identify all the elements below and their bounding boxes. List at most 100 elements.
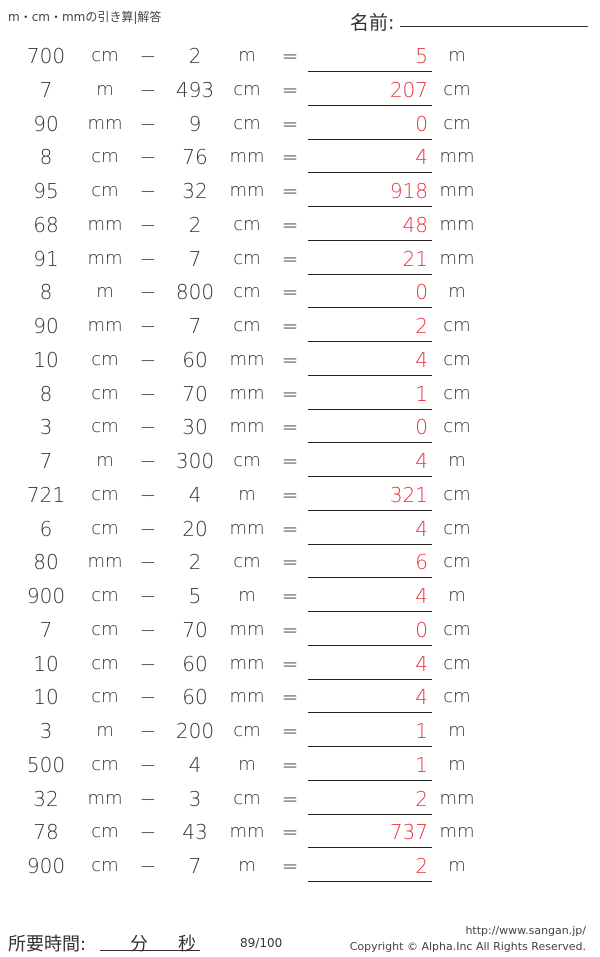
answer-line [308, 509, 432, 511]
minus-sign: − [139, 415, 157, 440]
answer: 737 [389, 820, 428, 845]
subtrahend-unit: mm [229, 180, 265, 201]
minus-sign: − [139, 651, 157, 676]
problem-row: 80 mm 2 cm 6 cm − = [0, 547, 600, 579]
answer-line [308, 476, 432, 477]
minuend-unit: cm [91, 517, 119, 539]
subtrahend: 43 [182, 820, 208, 845]
problem-row: 500 cm 4 m 1 m − = [0, 750, 600, 781]
minus-sign: − [139, 314, 157, 338]
answer-line [308, 307, 432, 309]
minuend: 3 [39, 415, 53, 440]
time-field[interactable] [100, 950, 200, 951]
minuend-unit: cm [91, 180, 119, 201]
subtrahend: 2 [188, 44, 202, 68]
equals-sign: = [281, 381, 299, 406]
answer: 1 [415, 381, 428, 406]
minus-sign: − [139, 44, 157, 68]
minus-sign: − [139, 752, 157, 777]
minuend-unit: cm [91, 348, 119, 370]
answer-unit: m [448, 45, 466, 66]
minuend-unit: mm [87, 315, 123, 336]
minus-sign: − [139, 854, 157, 878]
answer: 0 [415, 415, 428, 440]
answer-line [308, 678, 432, 680]
problem-row: 91 mm 7 cm 21 mm − = [0, 244, 600, 275]
minuend: 700 [26, 44, 66, 68]
answer-unit: cm [443, 517, 471, 539]
answer-unit: cm [443, 348, 471, 370]
answer-line [308, 813, 432, 815]
answer: 4 [415, 685, 428, 710]
subtrahend: 4 [188, 482, 202, 507]
subtrahend-unit: m [238, 585, 256, 606]
copyright: Copyright © Alpha.Inc All Rights Reserve… [349, 940, 586, 953]
problem-row: 900 cm 5 m 4 m − = [0, 581, 600, 612]
answer: 321 [389, 482, 428, 507]
minus-sign: − [139, 449, 157, 473]
answer: 1 [415, 719, 428, 743]
minuend-unit: cm [91, 855, 119, 876]
minus-sign: − [139, 719, 157, 743]
problem-row: 10 cm 60 mm 4 cm − = [0, 345, 600, 376]
subtrahend: 7 [188, 246, 202, 271]
minus-sign: − [139, 617, 157, 642]
minuend: 90 [33, 314, 59, 338]
equals-sign: = [281, 516, 299, 541]
subtrahend-unit: cm [233, 247, 261, 269]
minuend: 721 [26, 482, 66, 507]
answer-unit: mm [439, 180, 475, 201]
minuend: 8 [39, 145, 53, 170]
subtrahend: 2 [188, 550, 202, 575]
answer: 21 [402, 246, 428, 271]
answer: 4 [415, 584, 428, 608]
minuend-unit: cm [91, 821, 119, 843]
answer: 4 [415, 449, 428, 473]
answer-unit: cm [443, 382, 471, 404]
answer: 207 [389, 77, 428, 102]
equals-sign: = [281, 179, 299, 203]
answer-line [308, 71, 432, 72]
subtrahend: 300 [175, 449, 215, 473]
subtrahend-unit: mm [229, 821, 265, 843]
minuend-unit: cm [91, 686, 119, 708]
minus-sign: − [139, 280, 157, 305]
minuend: 7 [39, 77, 53, 102]
minuend-unit: cm [91, 753, 119, 775]
answer: 2 [415, 314, 428, 338]
answer: 4 [415, 145, 428, 170]
site-url[interactable]: http://www.sangan.jp/ [465, 924, 586, 937]
minuend-unit: m [96, 78, 114, 100]
minuend-unit: cm [91, 585, 119, 606]
subtrahend: 200 [175, 719, 215, 743]
answer-line [308, 341, 432, 342]
minuend: 78 [33, 820, 59, 845]
equals-sign: = [281, 111, 299, 136]
minuend: 6 [39, 516, 53, 541]
answer-unit: m [448, 753, 466, 775]
minuend: 90 [33, 111, 59, 136]
minus-sign: − [139, 786, 157, 811]
name-field[interactable] [400, 26, 588, 27]
answer-line [308, 746, 432, 747]
problem-row: 8 cm 76 mm 4 mm − = [0, 142, 600, 174]
subtrahend-unit: m [238, 45, 256, 66]
minuend-unit: m [96, 450, 114, 471]
minuend-unit: cm [91, 652, 119, 674]
problem-row: 10 cm 60 mm 4 cm − = [0, 682, 600, 714]
minuend: 8 [39, 381, 53, 406]
name-label: 名前: [350, 12, 395, 34]
answer-unit: m [448, 281, 466, 303]
subtrahend-unit: mm [229, 618, 265, 640]
answer-unit: cm [443, 686, 471, 708]
minuend: 68 [33, 212, 59, 237]
equals-sign: = [281, 752, 299, 777]
subtrahend: 60 [182, 347, 208, 372]
problem-row: 7 cm 70 mm 0 cm − = [0, 615, 600, 646]
answer-line [308, 712, 432, 714]
subtrahend-unit: cm [233, 78, 261, 100]
equals-sign: = [281, 145, 299, 170]
answer: 4 [415, 347, 428, 372]
problem-row: 721 cm 4 m 321 cm − = [0, 480, 600, 511]
answer-unit: mm [439, 247, 475, 269]
